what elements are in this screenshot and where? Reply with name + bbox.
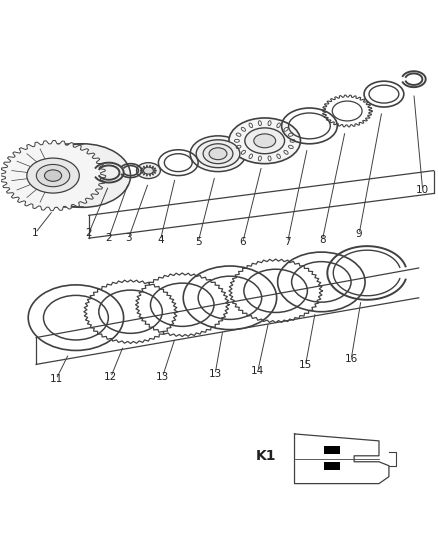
Ellipse shape bbox=[196, 140, 240, 168]
Ellipse shape bbox=[154, 170, 157, 171]
Ellipse shape bbox=[140, 170, 143, 171]
Text: 1: 1 bbox=[32, 228, 39, 238]
Ellipse shape bbox=[154, 172, 156, 173]
Bar bbox=[324, 446, 340, 454]
Ellipse shape bbox=[146, 165, 148, 167]
Text: 4: 4 bbox=[157, 235, 164, 245]
Text: 3: 3 bbox=[125, 233, 132, 243]
Text: 15: 15 bbox=[299, 360, 312, 370]
Text: 9: 9 bbox=[356, 229, 362, 239]
Polygon shape bbox=[0, 141, 106, 211]
Text: 7: 7 bbox=[284, 237, 291, 247]
Ellipse shape bbox=[254, 134, 276, 148]
Ellipse shape bbox=[35, 144, 131, 207]
Ellipse shape bbox=[190, 136, 246, 172]
Ellipse shape bbox=[27, 158, 79, 193]
Text: 11: 11 bbox=[49, 374, 63, 384]
Ellipse shape bbox=[36, 165, 70, 187]
Ellipse shape bbox=[143, 173, 145, 175]
Ellipse shape bbox=[149, 165, 151, 167]
Text: 2: 2 bbox=[106, 233, 112, 243]
Text: 13: 13 bbox=[156, 372, 169, 382]
Ellipse shape bbox=[245, 128, 285, 154]
Ellipse shape bbox=[45, 170, 62, 181]
Text: 16: 16 bbox=[345, 354, 358, 365]
Ellipse shape bbox=[144, 167, 153, 174]
Ellipse shape bbox=[141, 172, 143, 173]
Text: 2: 2 bbox=[85, 228, 92, 238]
Ellipse shape bbox=[137, 163, 160, 179]
Ellipse shape bbox=[143, 166, 145, 168]
Ellipse shape bbox=[141, 168, 143, 169]
Ellipse shape bbox=[152, 173, 154, 175]
Ellipse shape bbox=[229, 118, 300, 164]
Ellipse shape bbox=[203, 144, 233, 164]
Text: 6: 6 bbox=[240, 237, 246, 247]
Text: 13: 13 bbox=[208, 369, 222, 379]
Ellipse shape bbox=[154, 168, 156, 169]
Text: 8: 8 bbox=[319, 235, 325, 245]
Text: K1: K1 bbox=[256, 449, 277, 463]
Text: 12: 12 bbox=[104, 372, 117, 382]
Bar bbox=[324, 462, 340, 470]
Text: 10: 10 bbox=[416, 185, 429, 196]
Ellipse shape bbox=[152, 166, 154, 168]
Text: 5: 5 bbox=[195, 237, 201, 247]
Ellipse shape bbox=[146, 174, 148, 176]
Text: 14: 14 bbox=[251, 366, 265, 376]
Ellipse shape bbox=[149, 174, 151, 176]
Ellipse shape bbox=[209, 148, 227, 160]
